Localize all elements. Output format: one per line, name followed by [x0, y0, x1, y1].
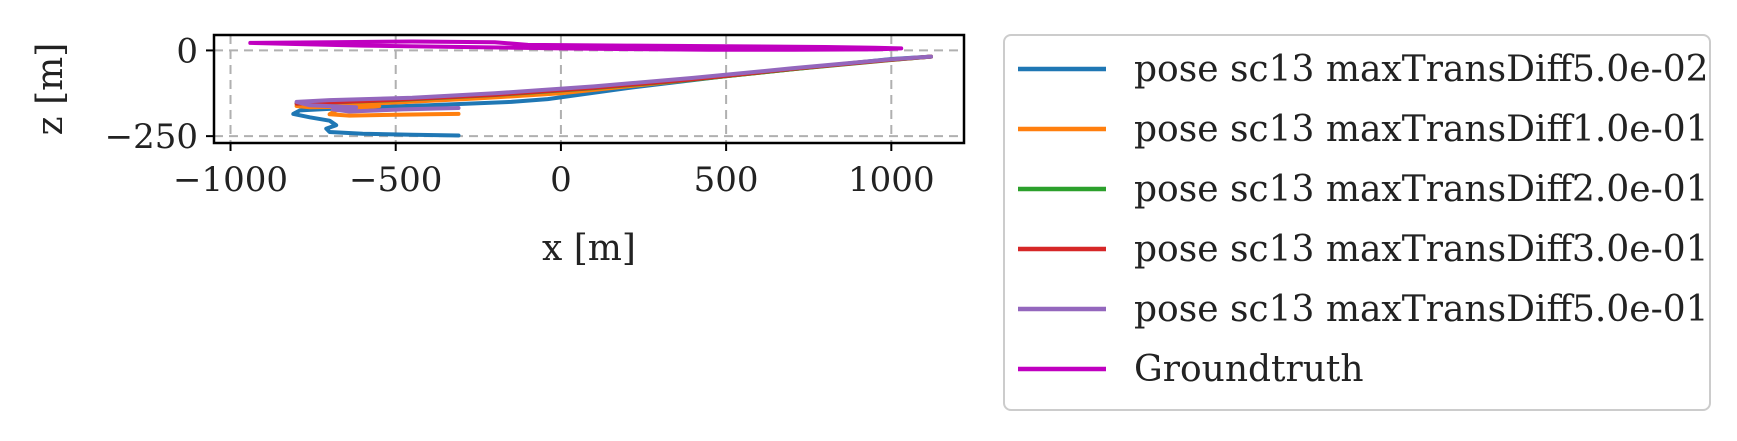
- legend-frame: [1003, 34, 1711, 411]
- x-tick-label: 0: [550, 160, 572, 200]
- series-line-6: [248, 39, 904, 52]
- legend-label-6: Groundtruth: [1134, 349, 1364, 390]
- y-axis-label: z [m]: [30, 43, 71, 136]
- series-line-1: [291, 54, 933, 138]
- x-axis-ticks: −1000 −500 0 500 1000: [173, 143, 935, 200]
- legend-label-2: pose sc13 maxTransDiff1.0e-01: [1134, 109, 1709, 150]
- legend-label-1: pose sc13 maxTransDiff5.0e-02: [1134, 49, 1709, 90]
- x-tick-label: −500: [349, 160, 442, 200]
- x-tick-label: 500: [694, 160, 759, 200]
- plot-frame: [212, 33, 966, 145]
- y-tick-label: −250: [105, 117, 198, 157]
- x-tick-label: −1000: [173, 160, 288, 200]
- legend-label-4: pose sc13 maxTransDiff3.0e-01: [1134, 229, 1709, 270]
- y-tick-label: 0: [176, 31, 198, 71]
- legend-label-5: pose sc13 maxTransDiff5.0e-01: [1134, 289, 1709, 330]
- legend-label-3: pose sc13 maxTransDiff2.0e-01: [1134, 169, 1709, 210]
- y-axis-ticks: 0 −250: [105, 31, 214, 157]
- series-layer: [248, 39, 933, 138]
- legend: pose sc13 maxTransDiff5.0e-02 pose sc13 m…: [1003, 34, 1711, 411]
- x-axis-label: x [m]: [542, 228, 636, 269]
- series-line-5: [294, 54, 933, 114]
- x-tick-label: 1000: [848, 160, 935, 200]
